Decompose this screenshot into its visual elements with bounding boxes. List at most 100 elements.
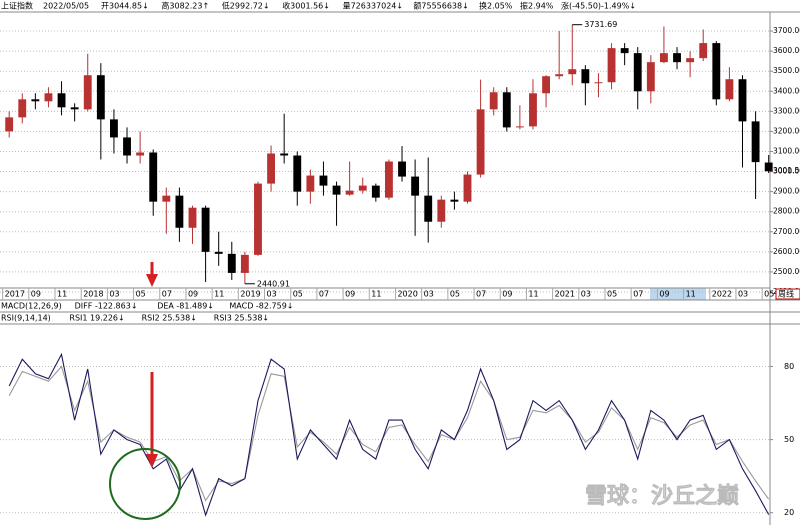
x-tick-label: 11: [214, 290, 224, 299]
info-item: RSI(9,14,14): [1, 314, 51, 323]
info-item: 上证指数: [1, 1, 33, 11]
price-arrow: [146, 262, 158, 287]
x-tick-label: 11: [371, 290, 381, 299]
candle-body: [149, 152, 158, 202]
rsi-line: [8, 352, 770, 517]
candle-body: [646, 62, 655, 92]
candle-body: [345, 190, 354, 195]
x-tick-label: 09: [188, 290, 198, 299]
candle-body: [44, 93, 53, 102]
candle-body: [31, 99, 40, 102]
candle-body: [293, 155, 302, 192]
info-item: DEA -81.489↓: [157, 302, 214, 311]
x-tick-label: 03: [424, 290, 434, 299]
candle-body: [594, 82, 603, 84]
candle-body: [725, 79, 734, 100]
last-price-label: 3001.56: [773, 166, 800, 175]
candle-body: [280, 153, 289, 156]
info-item: MACD -82.759↓: [229, 302, 293, 311]
candle-body: [227, 253, 236, 273]
candle-body: [620, 48, 629, 54]
x-tick-label: 07: [319, 290, 329, 299]
candle-body: [542, 76, 550, 94]
info-item: 低2992.72↓: [222, 1, 270, 11]
candle-body: [424, 195, 433, 222]
candle-body: [437, 199, 446, 222]
x-tick-label: 2019: [240, 290, 260, 299]
y-tick-label: 3500.00: [773, 66, 800, 75]
info-item: 换2.05%: [479, 1, 513, 11]
candle-body: [110, 119, 118, 138]
candle-body: [136, 152, 145, 156]
y-tick-label: 20: [784, 508, 794, 517]
candle-body: [686, 58, 695, 63]
x-tick-label: 05: [607, 290, 617, 299]
y-tick-label: 50: [784, 435, 794, 444]
rsi-arrow: [146, 372, 158, 468]
info-item: MACD(12,26,9): [1, 302, 62, 311]
y-tick-label: 2900.00: [773, 187, 800, 196]
candle-body: [70, 107, 79, 110]
candle-body: [515, 126, 524, 128]
candle-body: [332, 185, 341, 195]
candle-body: [489, 92, 498, 110]
info-item: RSI2 25.538↓: [142, 314, 197, 323]
x-tick-label: 2021: [555, 290, 575, 299]
info-item: 高3082.23↑: [161, 1, 209, 11]
candle-body: [633, 53, 642, 92]
candle-body: [96, 75, 105, 120]
x-tick-label: 2017: [5, 290, 25, 299]
candle-body: [660, 53, 668, 63]
info-item: 量726337024↓: [343, 2, 404, 11]
x-tick-label: 09: [31, 290, 41, 299]
candle-body: [57, 93, 66, 108]
time-highlight: [650, 288, 706, 300]
x-tick-label: 05: [450, 290, 460, 299]
info-item: 收3001.56↓: [282, 1, 330, 11]
info-item: 开3044.85↓: [101, 2, 149, 11]
watermark: 雪球：沙丘之巅: [585, 483, 739, 509]
candle-body: [123, 137, 131, 156]
last-price-marker: [770, 170, 773, 172]
candle-body: [319, 175, 328, 186]
annotation-label: 3731.69: [584, 20, 617, 29]
candle-body: [476, 109, 485, 175]
x-tick-label: 05: [293, 290, 303, 299]
candle-body: [673, 53, 681, 63]
y-tick-label: 3400.00: [773, 86, 800, 95]
info-item: 涨(-45.50)-1.49%↓: [561, 1, 636, 11]
candle-body: [240, 254, 249, 273]
candle-body: [502, 92, 511, 128]
candle-body: [712, 43, 721, 100]
x-tick-label: 11: [686, 290, 696, 299]
info-item: RSI1 19.226↓: [69, 314, 124, 323]
x-tick-label: 05: [136, 290, 146, 299]
candle-body: [411, 176, 420, 196]
x-tick-label: 03: [581, 290, 591, 299]
candle-body: [201, 207, 210, 252]
period-label: 周线: [778, 289, 794, 299]
candle-body: [175, 195, 184, 228]
candle-body: [568, 69, 577, 75]
x-tick-label: 2020: [397, 290, 417, 299]
candle-body: [358, 185, 367, 191]
period-box: [775, 288, 800, 300]
x-tick-label: 11: [57, 290, 67, 299]
candle-body: [463, 174, 472, 202]
candle-body: [581, 69, 590, 84]
y-tick-label: 2800.00: [773, 207, 800, 216]
x-tick-label: 05: [764, 290, 774, 299]
y-tick-label: 3700.00: [773, 26, 800, 35]
candle-body: [18, 99, 27, 118]
candle-body: [267, 153, 275, 184]
candle-body: [764, 162, 773, 172]
info-item: 2022/05/05: [43, 2, 89, 11]
info-item: 额75556638↓: [413, 1, 468, 11]
candle-body: [306, 175, 315, 192]
x-tick-label: 07: [633, 290, 643, 299]
info-item: DIFF -122.863↓: [75, 302, 138, 311]
highlight-circle: [109, 448, 181, 520]
